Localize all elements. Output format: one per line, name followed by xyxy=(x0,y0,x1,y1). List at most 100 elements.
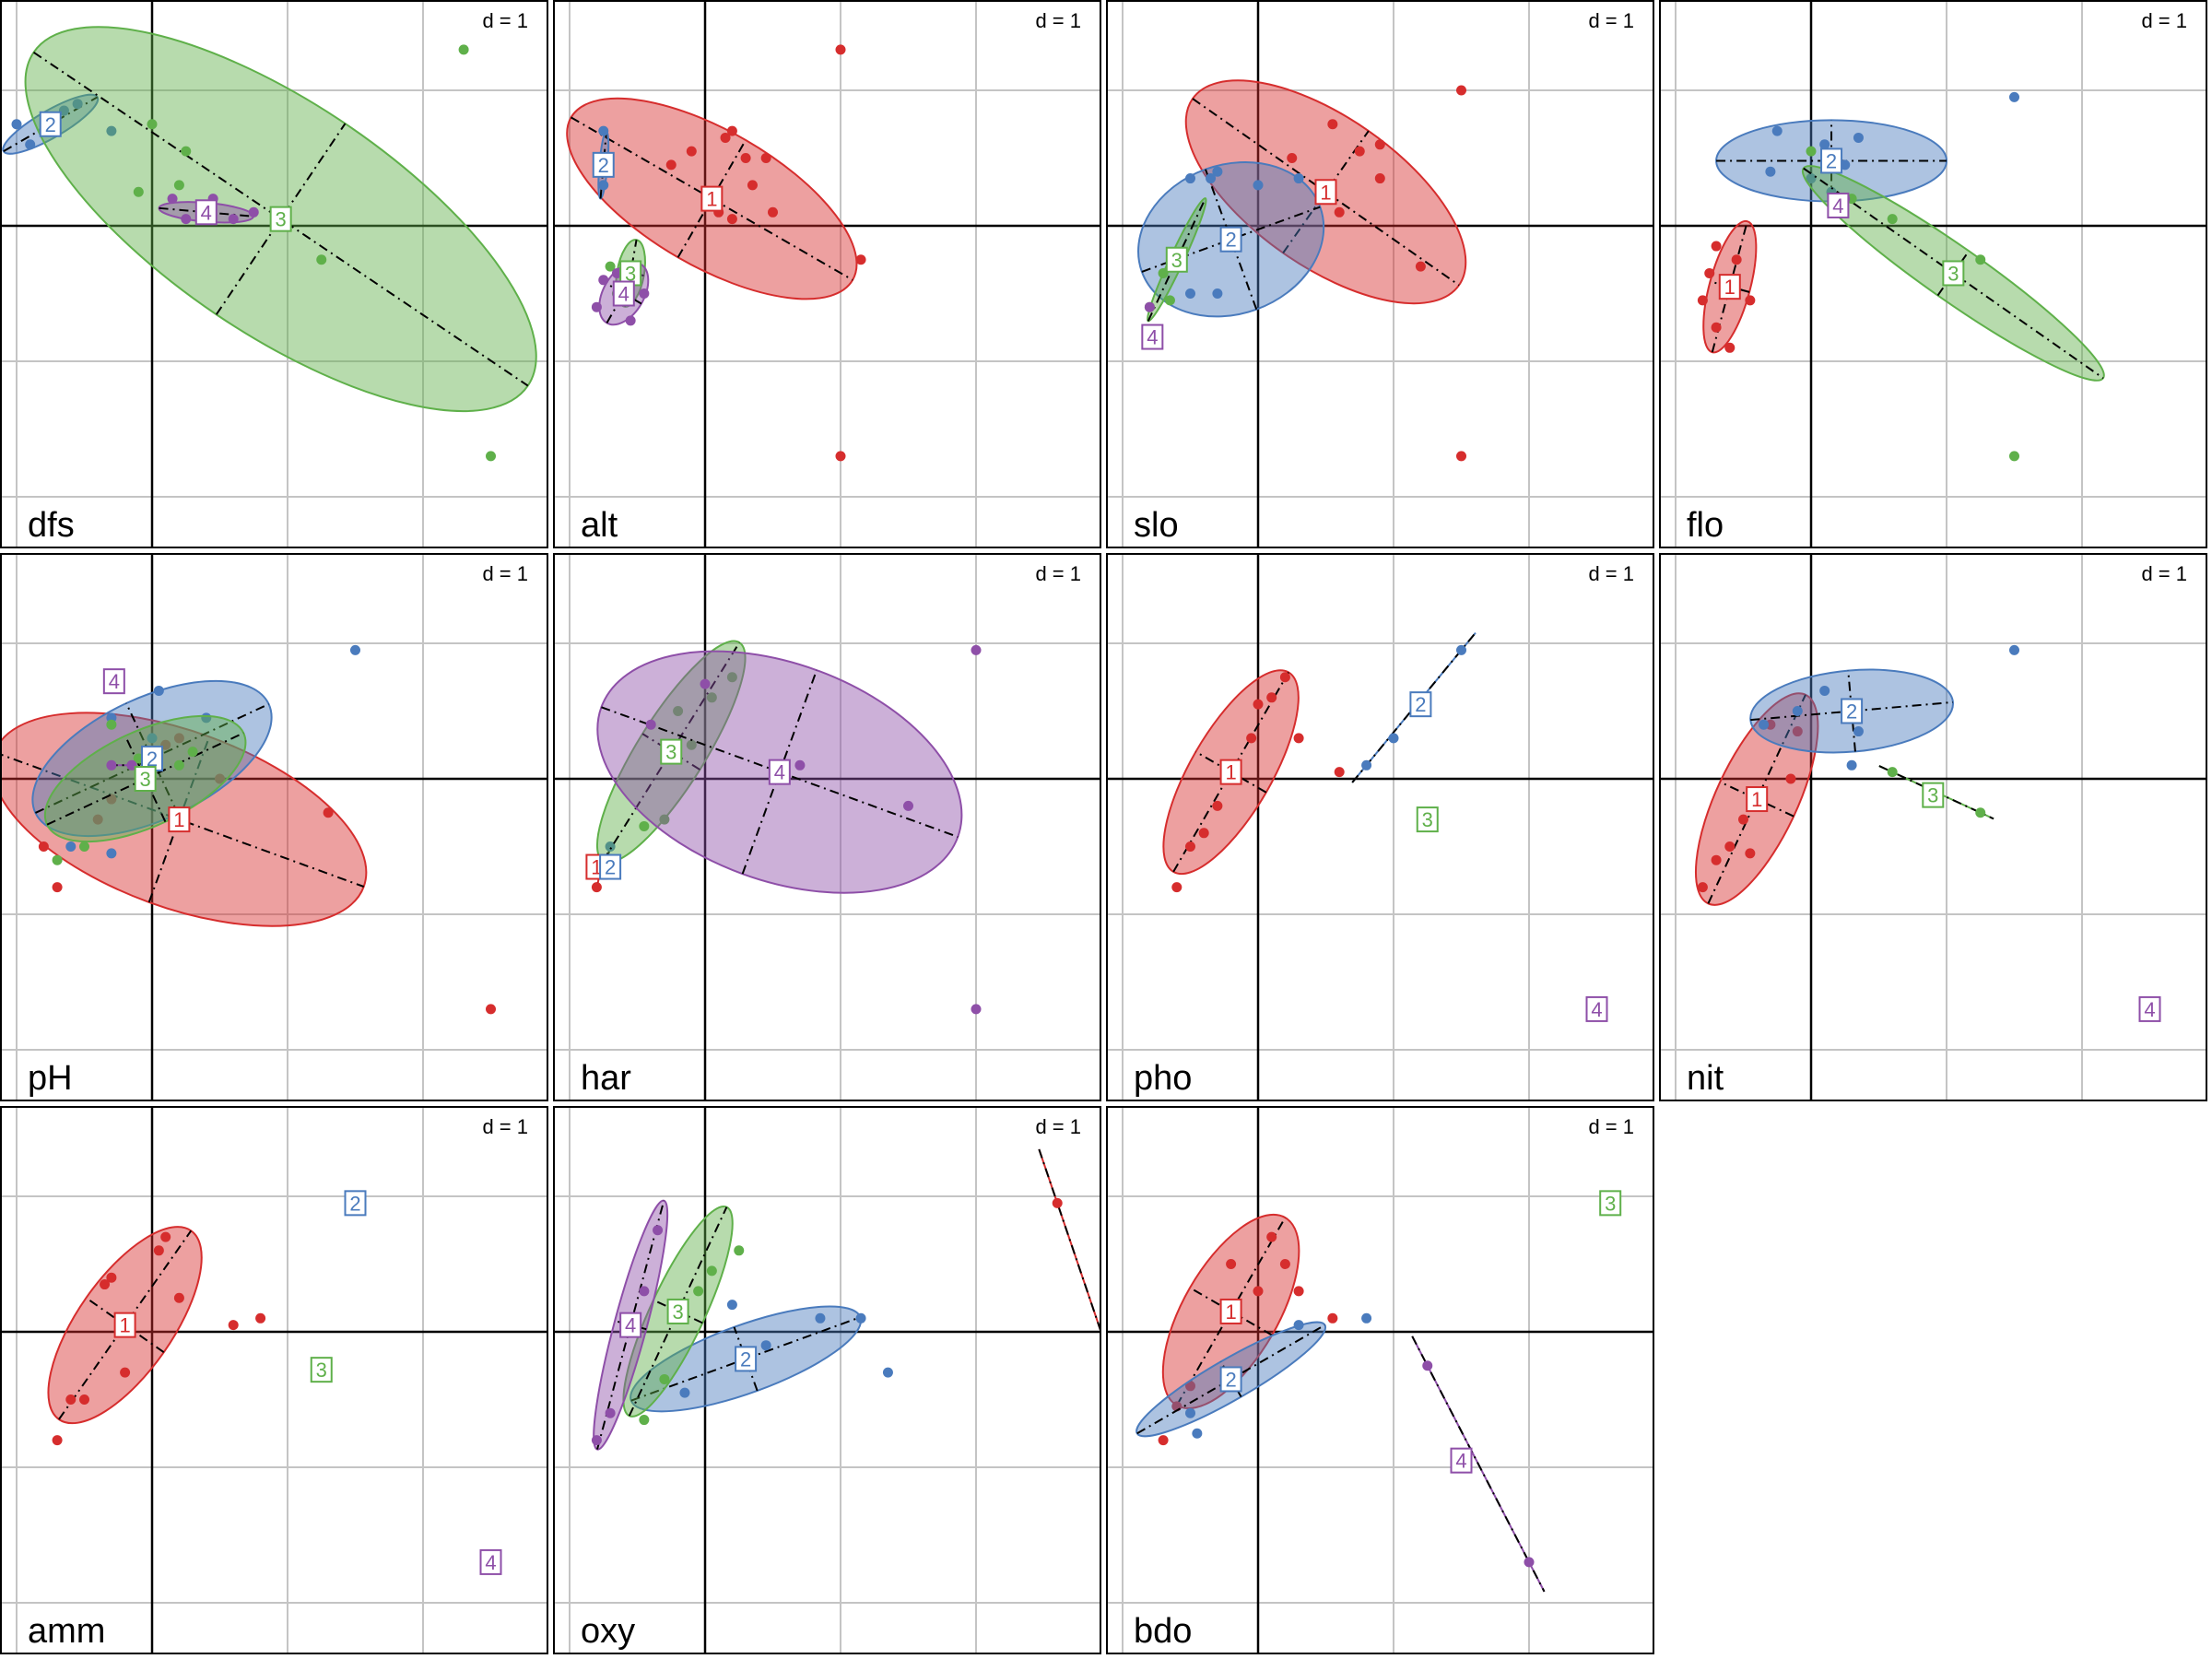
variable-label: pH xyxy=(28,1059,73,1098)
group-label-1: 1 xyxy=(1219,759,1242,785)
point-3-5 xyxy=(673,706,684,716)
scale-label: d = 1 xyxy=(482,1115,528,1138)
group-label-text: 3 xyxy=(665,741,677,764)
point-1-0 xyxy=(1266,692,1277,703)
point-1-5 xyxy=(323,807,334,818)
point-2-1 xyxy=(1819,139,1830,150)
variable-label: pho xyxy=(1134,1059,1192,1098)
scale-label: d = 1 xyxy=(1035,1115,1081,1138)
point-1-2 xyxy=(100,1279,111,1290)
group-label-box xyxy=(1841,698,1864,724)
group-label-box xyxy=(102,668,125,695)
group-label-4: 4 xyxy=(2138,995,2161,1022)
group-label-box xyxy=(666,1298,689,1324)
group-label-3: 3 xyxy=(619,260,642,287)
point-4-1 xyxy=(625,315,636,326)
point-1-0 xyxy=(1266,1231,1277,1242)
point-1-4 xyxy=(1745,295,1756,306)
group-label-box xyxy=(1820,147,1843,174)
point-1-1 xyxy=(106,1272,117,1283)
point-2-4 xyxy=(2009,644,2019,655)
point-2-5 xyxy=(1212,288,1223,299)
group-label-text: 1 xyxy=(1320,181,1331,204)
point-1-0 xyxy=(1052,1197,1063,1208)
point-2-2 xyxy=(1759,719,1770,730)
point-1-3 xyxy=(173,1292,184,1303)
point-2-4 xyxy=(1185,288,1195,299)
group-label-3: 3 xyxy=(269,206,292,232)
point-2-5 xyxy=(350,644,360,655)
group-4 xyxy=(106,759,137,771)
point-4-2 xyxy=(228,214,239,225)
plot-pH: 1 23 4 d = 1 pH xyxy=(0,553,548,1101)
scale-label: d = 1 xyxy=(482,562,528,585)
group-label-box xyxy=(599,853,622,880)
panel-amm: 1 2 3 4 d = 1 amm xyxy=(0,1106,548,1654)
point-4-2 xyxy=(591,1435,602,1446)
point-1-3 xyxy=(1246,733,1257,744)
point-3-3 xyxy=(133,186,144,197)
point-3-1 xyxy=(1806,146,1817,157)
group-label-box xyxy=(1165,246,1188,273)
group-label-text: 4 xyxy=(1455,1450,1466,1473)
group-label-box xyxy=(134,766,157,792)
group-label-text: 1 xyxy=(1225,1300,1236,1324)
group-axis-1 xyxy=(1038,1148,1101,1336)
point-3-1 xyxy=(706,1265,717,1277)
point-1-4 xyxy=(79,1394,89,1405)
group-label-text: 4 xyxy=(1147,326,1158,349)
group-label-text: 2 xyxy=(349,1192,360,1215)
point-2-1 xyxy=(815,1312,826,1324)
variable-label: alt xyxy=(581,506,618,545)
group-label-text: 3 xyxy=(1947,262,1959,285)
point-4-5 xyxy=(971,1004,982,1015)
variable-label: oxy xyxy=(581,1612,635,1651)
group-label-1: 1 xyxy=(1219,1298,1242,1324)
scale-label: d = 1 xyxy=(1035,9,1081,32)
group-label-box xyxy=(735,1346,758,1372)
group-label-box xyxy=(612,280,635,307)
point-1-7 xyxy=(1697,882,1708,893)
point-3-0 xyxy=(734,1245,745,1256)
group-label-box xyxy=(768,759,791,785)
point-2-4 xyxy=(679,1387,690,1398)
group-label-box xyxy=(168,806,191,833)
point-4-3 xyxy=(248,206,259,218)
plot-alt: 1 2 34 d = 1 alt xyxy=(553,0,1101,548)
point-4-2 xyxy=(639,288,650,299)
point-2-1 xyxy=(1361,1312,1372,1324)
point-1-3 xyxy=(1293,1286,1304,1297)
point-3-0 xyxy=(106,719,117,730)
variable-label: dfs xyxy=(28,506,75,545)
variable-label: har xyxy=(581,1059,631,1098)
group-label-text: 1 xyxy=(119,1314,130,1337)
group-label-4: 4 xyxy=(194,199,218,226)
plot-nit: 1 2 3 4 d = 1 nit xyxy=(1659,553,2207,1101)
group-label-1: 1 xyxy=(1314,179,1337,206)
point-1-5 xyxy=(1711,322,1722,333)
group-label-box xyxy=(1219,759,1242,785)
group-label-text: 4 xyxy=(2144,998,2155,1021)
group-label-3: 3 xyxy=(1942,260,1965,287)
point-2-3 xyxy=(1792,706,1803,716)
point-1-5 xyxy=(747,180,758,191)
scale-label: d = 1 xyxy=(1588,9,1634,32)
point-1-0 xyxy=(591,882,602,893)
point-2-0 xyxy=(1212,166,1223,177)
point-2-7 xyxy=(2009,91,2019,102)
point-2-0 xyxy=(1771,125,1783,136)
group-label-2: 2 xyxy=(141,745,163,771)
group-label-box xyxy=(1141,324,1164,350)
group-label-text: 2 xyxy=(1846,700,1857,724)
point-3-2 xyxy=(1975,254,1986,265)
group-label-box xyxy=(1450,1447,1473,1474)
group-label-text: 1 xyxy=(706,188,717,211)
point-1-5 xyxy=(1415,261,1426,272)
group-label-box xyxy=(1219,1366,1242,1393)
group-label-box xyxy=(310,1357,333,1383)
